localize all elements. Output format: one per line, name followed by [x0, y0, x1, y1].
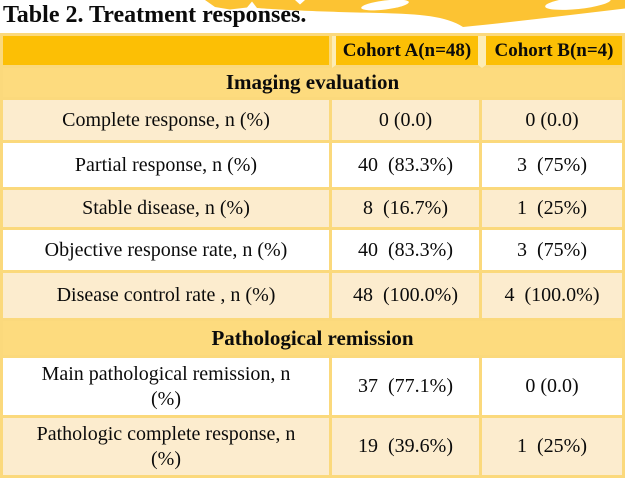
cohort-a-value: 40 (83.3%) — [332, 230, 482, 273]
row-label: Objective response rate, n (%) — [0, 230, 332, 273]
table-title: Table 2. Treatment responses. — [3, 2, 307, 28]
section-header-pathological: Pathological remission — [0, 321, 625, 358]
cohort-b-value: 3 (75%) — [482, 143, 625, 190]
cohort-a-value: 0 (0.0) — [332, 100, 482, 143]
section-title: Imaging evaluation — [0, 68, 625, 100]
cohort-a-value: 48 (100.0%) — [332, 273, 482, 321]
cohort-b-column-header: Cohort B(n=4) — [482, 36, 625, 68]
cohort-a-value: 40 (83.3%) — [332, 143, 482, 190]
column-header-row: Cohort A(n=48) Cohort B(n=4) — [0, 36, 625, 68]
cohort-b-value: 0 (0.0) — [482, 100, 625, 143]
row-label: Disease control rate , n (%) — [0, 273, 332, 321]
row-label: Stable disease, n (%) — [0, 190, 332, 230]
row-label: Complete response, n (%) — [0, 100, 332, 143]
section-title: Pathological remission — [0, 321, 625, 358]
table-row: Partial response, n (%) 40 (83.3%) 3 (75… — [0, 143, 625, 190]
table-row: Complete response, n (%) 0 (0.0) 0 (0.0) — [0, 100, 625, 143]
cohort-a-value: 8 (16.7%) — [332, 190, 482, 230]
table-row: Objective response rate, n (%) 40 (83.3%… — [0, 230, 625, 273]
cohort-a-value: 19 (39.6%) — [332, 418, 482, 478]
cohort-b-value: 1 (25%) — [482, 190, 625, 230]
row-label: Pathologic complete response, n (%) — [0, 418, 332, 478]
table-row: Stable disease, n (%) 8 (16.7%) 1 (25%) — [0, 190, 625, 230]
cohort-b-value: 4 (100.0%) — [482, 273, 625, 321]
cohort-b-value: 3 (75%) — [482, 230, 625, 273]
row-label: Main pathological remission, n (%) — [0, 358, 332, 418]
treatment-responses-table: Cohort A(n=48) Cohort B(n=4) Imaging eva… — [0, 33, 625, 478]
row-label: Partial response, n (%) — [0, 143, 332, 190]
table-row: Main pathological remission, n (%) 37 (7… — [0, 358, 625, 418]
cohort-a-column-header: Cohort A(n=48) — [332, 36, 482, 68]
cohort-a-value: 37 (77.1%) — [332, 358, 482, 418]
section-header-imaging: Imaging evaluation — [0, 68, 625, 100]
label-column-header — [0, 36, 332, 68]
table-row: Disease control rate , n (%) 48 (100.0%)… — [0, 273, 625, 321]
cohort-b-value: 1 (25%) — [482, 418, 625, 478]
table-row: Pathologic complete response, n (%) 19 (… — [0, 418, 625, 478]
cohort-b-value: 0 (0.0) — [482, 358, 625, 418]
